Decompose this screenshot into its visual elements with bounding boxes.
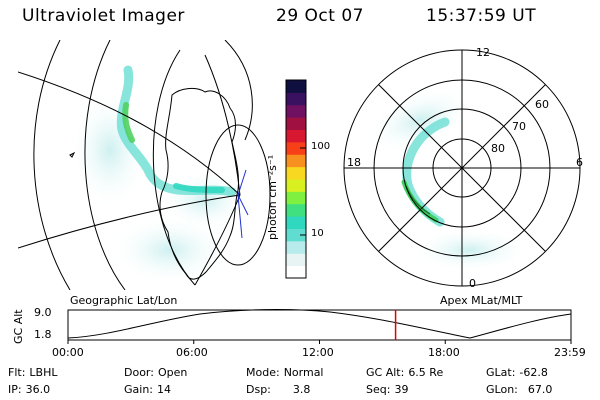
lat-label-80: 80	[491, 142, 505, 155]
aurora-bright-spot	[122, 102, 135, 143]
footprint-lines	[237, 169, 249, 239]
filter-info: Flt: LBHL	[8, 366, 58, 379]
colorbar-swatch	[286, 228, 306, 242]
time-tick-1200: 12:00	[302, 346, 334, 359]
colorbar-swatch	[286, 166, 306, 180]
left-map-caption: Geographic Lat/Lon	[70, 294, 178, 307]
door-info: Door: Open	[124, 366, 188, 379]
time-tick-0600: 06:00	[176, 346, 208, 359]
airglow-region	[367, 87, 473, 153]
ip-info: IP: 36.0	[8, 383, 51, 396]
colorbar-swatch	[286, 80, 306, 93]
colorbar-unit-label: photon cm⁻²s⁻¹	[266, 154, 279, 240]
colorbar-swatch	[286, 129, 306, 143]
altitude-ylabel: GC Alt	[12, 309, 25, 344]
gc-alt-info: GC Alt: 6.5 Re	[366, 366, 444, 379]
altitude-ytick-top: 9.0	[34, 306, 52, 319]
polar-map	[343, 49, 581, 287]
geographic-map	[18, 40, 271, 290]
mlt-label-6: 6	[576, 156, 583, 169]
latitude-grid	[33, 40, 253, 290]
colorbar-swatch	[286, 117, 306, 130]
lat-label-60: 60	[535, 98, 549, 111]
airglow-region	[410, 228, 530, 272]
gain-info: Gain: 14	[124, 383, 171, 396]
island-outline	[69, 151, 76, 158]
instrument-title: Ultraviolet Imager	[22, 6, 185, 26]
glat-info: GLat: -62.8	[486, 366, 548, 379]
colorbar-swatch	[286, 191, 306, 205]
mode-info: Mode: Normal	[246, 366, 324, 379]
colorbar-tick-10: 10	[311, 228, 324, 239]
airglow-region	[110, 215, 230, 285]
colorbar-swatch	[286, 253, 306, 267]
seq-info: Seq: 39	[366, 383, 409, 396]
aurora-bright-spot	[173, 183, 225, 193]
time-tick-1800: 18:00	[428, 346, 460, 359]
colorbar-swatch	[286, 203, 306, 217]
glon-info: GLon: 67.0	[486, 383, 553, 396]
airglow-region	[70, 90, 150, 210]
date-label: 29 Oct 07	[276, 6, 364, 26]
continent-outline	[159, 87, 239, 280]
time-tick-2359: 23:59	[554, 346, 586, 359]
colorbar	[285, 79, 307, 279]
colorbar-swatch	[286, 92, 306, 106]
dsp-info: Dsp: 3.8	[246, 383, 311, 396]
aurora-core	[405, 185, 431, 215]
colorbar-swatch	[286, 141, 306, 155]
time-tick-0000: 00:00	[52, 346, 84, 359]
colorbar-swatch	[286, 104, 306, 118]
colorbar-swatch	[286, 265, 306, 279]
right-map-caption: Apex MLat/MLT	[440, 294, 523, 307]
altitude-plot	[67, 309, 572, 344]
x-ticks	[67, 340, 572, 344]
lat-label-70: 70	[512, 120, 526, 133]
altitude-ytick-bottom: 1.8	[34, 328, 52, 341]
colorbar-swatch	[286, 179, 306, 192]
altitude-curve	[67, 309, 572, 339]
colorbar-tick-100: 100	[311, 141, 331, 152]
time-label: 15:37:59 UT	[426, 6, 537, 26]
colorbar-swatch	[286, 240, 306, 254]
mlt-label-12: 12	[476, 46, 490, 59]
colorbar-swatch	[286, 216, 306, 229]
mlt-label-18: 18	[347, 156, 361, 169]
mlt-label-0: 0	[469, 277, 476, 290]
terminator-ellipse	[205, 124, 271, 266]
polar-grid	[344, 50, 580, 286]
colorbar-swatch	[286, 154, 306, 168]
